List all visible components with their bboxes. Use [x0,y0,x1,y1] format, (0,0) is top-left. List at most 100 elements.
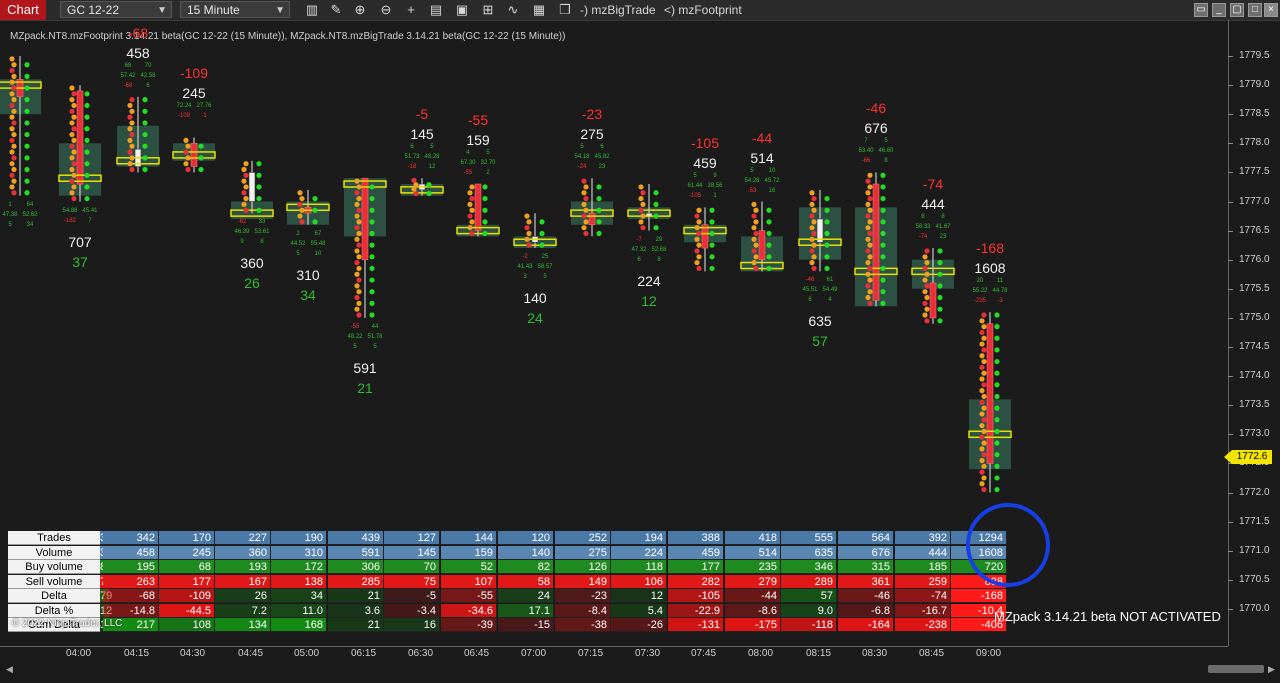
stats-cell: -175 [725,618,781,632]
maximize-button[interactable]: □ [1248,3,1262,17]
mini-stat: -235 [973,298,987,305]
mini-stat: -46 [805,277,815,284]
mini-stat: 53.61 [254,229,270,236]
bar-volume-label: 459 [693,155,717,172]
mini-stat: 51.78 [367,333,383,340]
buy-dot [142,166,148,173]
time-label: 04:45 [238,648,264,659]
sell-dot [865,225,871,231]
stats-cell: -23 [555,589,611,603]
sell-dot [297,213,303,219]
sell-dot [865,178,871,184]
zoom-in-icon[interactable]: ⊕ [354,2,366,17]
sell-dot [129,120,135,126]
stats-cell: 177 [668,560,724,574]
sell-dot [356,195,362,202]
scroll-right-icon[interactable]: ▶ [1268,664,1275,674]
time-axis[interactable] [0,646,1228,661]
price-tick [1228,230,1233,232]
buy-dot [142,108,148,114]
sell-dot [469,184,475,190]
crosshair-icon[interactable]: + [407,2,415,17]
data-box-icon[interactable]: ▣ [455,2,469,17]
indicators-icon[interactable]: ∿ [507,2,519,17]
mini-stat: 70 [144,62,152,69]
buy-dot [482,219,488,225]
candle-body [474,183,482,231]
sell-dot [865,294,871,301]
buy-dot [142,143,148,149]
sell-dot [922,254,928,260]
stats-cell: 12 [611,589,667,603]
buy-dot [994,417,1000,423]
stats-cell: 263 [103,574,159,589]
stats-cell: -44.5 [159,603,215,618]
sell-dot [924,294,930,301]
sell-dot [979,341,985,347]
mini-stat: 57.42 [120,72,136,79]
stats-cell: 279 [725,574,781,589]
stats-cell: 342 [103,531,159,545]
restore-button[interactable]: ▢ [1230,3,1244,17]
sell-dot [354,294,360,301]
stats-cell: -22.9 [668,603,724,618]
mini-stat: -55 [350,323,360,330]
scroll-left-icon[interactable]: ◀ [6,664,13,674]
horizontal-scrollbar[interactable]: ◀ ▶ [0,663,1280,675]
buy-dot [482,195,488,202]
chart-tab[interactable]: Chart [0,0,46,20]
time-label: 09:00 [976,648,1002,659]
bars-icon[interactable]: ▥ [305,2,319,17]
buy-dot [369,300,375,306]
stats-cell: 285 [328,574,384,589]
stats-cell: -5 [384,589,440,603]
stats-cell: 235 [725,560,781,574]
copy-icon[interactable]: ❐ [559,2,571,17]
stats-cell: -26 [611,618,667,632]
mini-stat: 48.28 [424,154,440,161]
sell-dot [354,213,360,219]
sell-dot [583,230,589,237]
templates-icon[interactable]: ▦ [532,2,546,17]
instrument-selector[interactable]: GC 12-22 ▼ [60,1,172,18]
price-label: 1771.5 [1239,515,1270,527]
mini-stat: 47.38 [2,211,18,218]
window-menu-button[interactable]: ▭ [1194,3,1208,17]
properties-icon[interactable]: ▤ [429,2,443,17]
poc-marker [230,209,274,217]
pencil-icon[interactable]: ✎ [330,2,342,17]
close-button[interactable]: × [1264,3,1278,17]
interval-selector[interactable]: 15 Minute ▼ [180,1,290,18]
interval-value: 15 Minute [187,3,240,17]
bar-buy-label: 34 [300,286,316,303]
buy-dot [937,248,943,254]
time-label: 06:15 [351,648,377,659]
indicator-tab-bigtrade[interactable]: -) mzBigTrade [580,3,656,17]
mini-stat: 5 [580,144,584,151]
sell-dot [129,155,135,161]
price-axis[interactable] [1228,20,1280,646]
minimize-button[interactable]: _ [1212,3,1226,17]
stats-cell: 388 [668,531,724,545]
strategies-icon[interactable]: ⊞ [482,2,494,17]
scroll-thumb[interactable] [1208,665,1264,673]
sell-dot [981,405,987,411]
stats-cell: -131 [668,618,724,632]
buy-dot [880,219,886,225]
mini-stat: 27.76 [196,103,212,110]
buy-dot [312,195,318,202]
stats-cell: 7.2 [215,603,271,618]
mini-stat: 5 [693,173,697,180]
indicator-tab-footprint[interactable]: <) mzFootprint [664,3,742,17]
bar-volume-label: 1608 [974,260,1006,277]
sell-dot [924,318,930,324]
zoom-out-icon[interactable]: ⊖ [380,2,392,17]
sell-dot [69,190,75,196]
indicator-label: MZpack.NT8.mzFootprint 3.14.21 beta(GC 1… [10,31,566,42]
footprint-chart[interactable] [0,20,1228,646]
poc-marker [513,238,557,246]
buy-dot [994,452,1000,458]
bar-volume-label: 444 [921,196,945,213]
sell-dot [581,201,587,208]
sell-dot [981,324,987,330]
